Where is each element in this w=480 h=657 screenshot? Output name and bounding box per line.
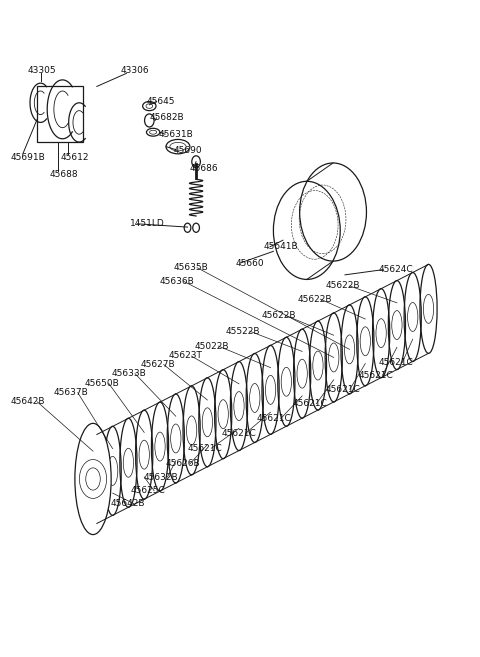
Ellipse shape bbox=[202, 408, 213, 437]
Text: 43305: 43305 bbox=[28, 66, 56, 75]
Text: 45632B: 45632B bbox=[144, 472, 178, 482]
Text: 1451LD: 1451LD bbox=[130, 219, 165, 229]
Text: 45688: 45688 bbox=[49, 170, 78, 179]
Text: 43306: 43306 bbox=[120, 66, 149, 75]
Ellipse shape bbox=[170, 143, 186, 151]
Text: 45682B: 45682B bbox=[149, 114, 184, 122]
Ellipse shape bbox=[250, 384, 260, 413]
Text: 45522B: 45522B bbox=[226, 327, 260, 336]
Text: 45660: 45660 bbox=[235, 259, 264, 267]
Text: 45690: 45690 bbox=[173, 146, 202, 155]
Ellipse shape bbox=[360, 327, 371, 355]
Text: 45622B: 45622B bbox=[297, 294, 332, 304]
Text: 45627B: 45627B bbox=[141, 360, 175, 369]
Text: 45631B: 45631B bbox=[159, 129, 193, 139]
Text: 45612: 45612 bbox=[61, 152, 90, 162]
Ellipse shape bbox=[313, 351, 323, 380]
Text: 45686: 45686 bbox=[190, 164, 218, 173]
Ellipse shape bbox=[344, 335, 355, 364]
Ellipse shape bbox=[218, 399, 228, 428]
Ellipse shape bbox=[150, 130, 157, 134]
Text: 45621C: 45621C bbox=[378, 358, 413, 367]
Ellipse shape bbox=[392, 311, 402, 340]
Ellipse shape bbox=[139, 440, 149, 469]
Ellipse shape bbox=[265, 375, 276, 404]
Text: 45621C: 45621C bbox=[359, 371, 393, 380]
Ellipse shape bbox=[329, 343, 339, 372]
Ellipse shape bbox=[171, 424, 181, 453]
Ellipse shape bbox=[297, 359, 307, 388]
Ellipse shape bbox=[75, 423, 111, 535]
Text: 45625C: 45625C bbox=[130, 486, 165, 495]
Text: 45622B: 45622B bbox=[262, 311, 296, 320]
Ellipse shape bbox=[234, 392, 244, 420]
Ellipse shape bbox=[186, 416, 197, 445]
Text: 45650B: 45650B bbox=[85, 379, 120, 388]
Text: 45621C: 45621C bbox=[326, 385, 360, 394]
Ellipse shape bbox=[423, 294, 433, 323]
Ellipse shape bbox=[146, 104, 153, 108]
Text: 45621C: 45621C bbox=[222, 428, 257, 438]
Text: 45621C: 45621C bbox=[292, 399, 327, 408]
Text: 45022B: 45022B bbox=[195, 342, 229, 351]
Text: 45642B: 45642B bbox=[11, 397, 46, 406]
Text: 45691B: 45691B bbox=[11, 152, 46, 162]
Ellipse shape bbox=[281, 367, 291, 396]
Text: 45621C: 45621C bbox=[188, 443, 222, 453]
Ellipse shape bbox=[155, 432, 165, 461]
Ellipse shape bbox=[123, 448, 133, 477]
Text: 45633B: 45633B bbox=[111, 369, 146, 378]
Text: 45624C: 45624C bbox=[378, 265, 413, 274]
Ellipse shape bbox=[108, 457, 118, 486]
Text: 45626B: 45626B bbox=[166, 459, 201, 468]
Text: 45635B: 45635B bbox=[173, 263, 208, 272]
Text: 45622B: 45622B bbox=[326, 281, 360, 290]
Text: 45623T: 45623T bbox=[168, 351, 202, 361]
Text: 45621C: 45621C bbox=[257, 415, 291, 423]
Ellipse shape bbox=[92, 464, 102, 493]
Text: 45642B: 45642B bbox=[110, 499, 144, 509]
Text: 45636B: 45636B bbox=[160, 277, 194, 286]
Ellipse shape bbox=[408, 302, 418, 331]
Ellipse shape bbox=[376, 319, 386, 348]
Text: 45645: 45645 bbox=[147, 97, 176, 106]
Circle shape bbox=[192, 156, 200, 168]
Text: 45641B: 45641B bbox=[264, 242, 299, 251]
Text: 45637B: 45637B bbox=[54, 388, 89, 397]
